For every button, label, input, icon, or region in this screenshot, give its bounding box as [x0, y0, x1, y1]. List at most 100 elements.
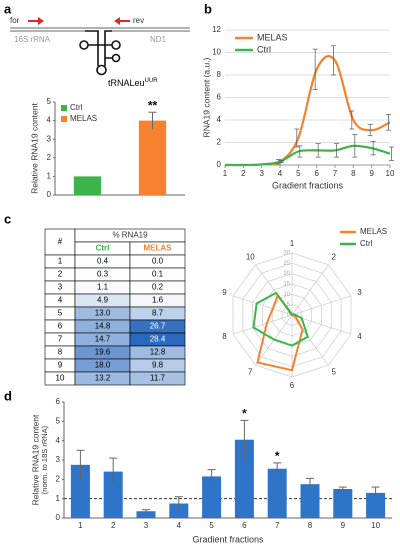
cell-text: 4 [58, 296, 63, 305]
x-tick-label: 1 [223, 169, 228, 178]
cell-text: 8 [58, 348, 63, 357]
y-tick-label: 4 [217, 115, 222, 124]
r-tick-label: 15 [283, 282, 290, 288]
bar [136, 511, 156, 518]
trna-loop [96, 64, 107, 76]
x-tick-label: 2 [111, 521, 116, 530]
y-tick-label: 0 [47, 190, 52, 199]
cell-text: 6 [58, 322, 63, 331]
x-tick-label: 7 [333, 169, 338, 178]
bar [138, 120, 167, 195]
line [224, 144, 391, 167]
category-label: 1 [290, 239, 295, 248]
cell-text: 11.7 [150, 374, 166, 383]
bar [70, 464, 90, 518]
r-tick-label: 5 [287, 302, 291, 308]
header-cell [44, 228, 76, 256]
trna-stem [85, 30, 112, 66]
y-tick-label: 1 [56, 494, 61, 503]
cell-text: 12.8 [150, 348, 166, 357]
cell-text: 1 [58, 257, 63, 266]
x-tick-label: 8 [351, 169, 356, 178]
y-tick-label: 5 [56, 416, 61, 425]
y-tick-label: 0 [217, 160, 222, 169]
annotation: * [242, 407, 247, 421]
bar [300, 484, 320, 518]
cell-text: 0.0 [152, 257, 164, 266]
x-tick-label: 5 [209, 521, 214, 530]
annotation: ** [148, 98, 158, 112]
y-tick-label: 8 [217, 70, 222, 79]
legend-label: MELAS [360, 227, 387, 236]
cell-text: 13.0 [95, 309, 111, 318]
spoke [291, 264, 329, 316]
y-tick-label: 0 [56, 513, 61, 522]
category-label: 8 [222, 332, 227, 341]
table-cell [129, 371, 186, 386]
y-axis-label: Relative RNA19 content [30, 414, 40, 505]
panel-letter: c [4, 211, 11, 226]
cell-text: 0.2 [152, 283, 164, 292]
category-label: 3 [357, 288, 362, 297]
x-tick-label: 9 [341, 521, 346, 530]
spoke [291, 295, 352, 316]
cell-text: 18.0 [95, 361, 111, 370]
r-tick-label: 30 [283, 251, 290, 257]
cell-text: 2 [58, 270, 63, 279]
line [224, 55, 391, 167]
cell-text: 26.7 [150, 322, 166, 331]
trna-name: tRNALeu [108, 78, 145, 88]
bar [333, 489, 353, 518]
y-tick-label: 4 [56, 436, 61, 445]
bar [169, 503, 189, 518]
schematic: for rev 16S rRNA ND1 tRNALeuUUR [10, 16, 190, 88]
spoke [291, 314, 329, 366]
gene-label: 16S rRNA [14, 35, 51, 44]
cell-text: 1.6 [152, 296, 164, 305]
bar [234, 439, 254, 518]
panel-letter: d [4, 388, 12, 403]
category-label: 5 [332, 368, 337, 377]
legend-label: Ctrl [257, 44, 271, 54]
cell-text: 5 [58, 309, 63, 318]
cell-text: 10 [56, 374, 65, 383]
r-tick-label: 0 [287, 313, 291, 319]
legend-swatch [61, 116, 67, 122]
x-tick-label: 6 [242, 521, 247, 530]
radar-line [252, 291, 310, 347]
cell-text: 9.8 [152, 361, 164, 370]
y-tick-label: 6 [217, 93, 222, 102]
category-label: 2 [332, 253, 337, 262]
annotation: * [275, 449, 280, 463]
x-tick-label: 3 [259, 169, 264, 178]
x-axis-label: Gradient fractions [192, 534, 264, 544]
category-label: 4 [357, 332, 362, 341]
cell-text: 1.1 [97, 283, 109, 292]
primer-label: for [10, 16, 20, 25]
panel-letter: a [4, 1, 12, 16]
x-tick-label: 9 [369, 169, 374, 178]
category-label: 10 [246, 253, 255, 262]
bar [73, 176, 102, 195]
legend-label: Ctrl [70, 103, 83, 112]
spoke [232, 314, 293, 335]
cell-text: 0.4 [97, 257, 109, 266]
y-tick-label: 3 [47, 134, 52, 143]
cell-text: 19.6 [95, 348, 111, 357]
bar [103, 471, 123, 518]
primer-arrow [114, 17, 130, 25]
bar [366, 492, 386, 518]
cell-text: 14.8 [95, 322, 111, 331]
x-tick-label: 8 [308, 521, 313, 530]
y-tick-label: 2 [56, 474, 61, 483]
cell-text: 0.1 [152, 270, 164, 279]
x-tick-label: 10 [386, 169, 395, 178]
cell-text: 3 [58, 283, 63, 292]
cell-text: 4.9 [97, 296, 109, 305]
primer-label: rev [133, 16, 144, 25]
spoke [232, 295, 293, 316]
x-tick-label: 2 [241, 169, 246, 178]
r-tick-label: 25 [283, 261, 290, 267]
